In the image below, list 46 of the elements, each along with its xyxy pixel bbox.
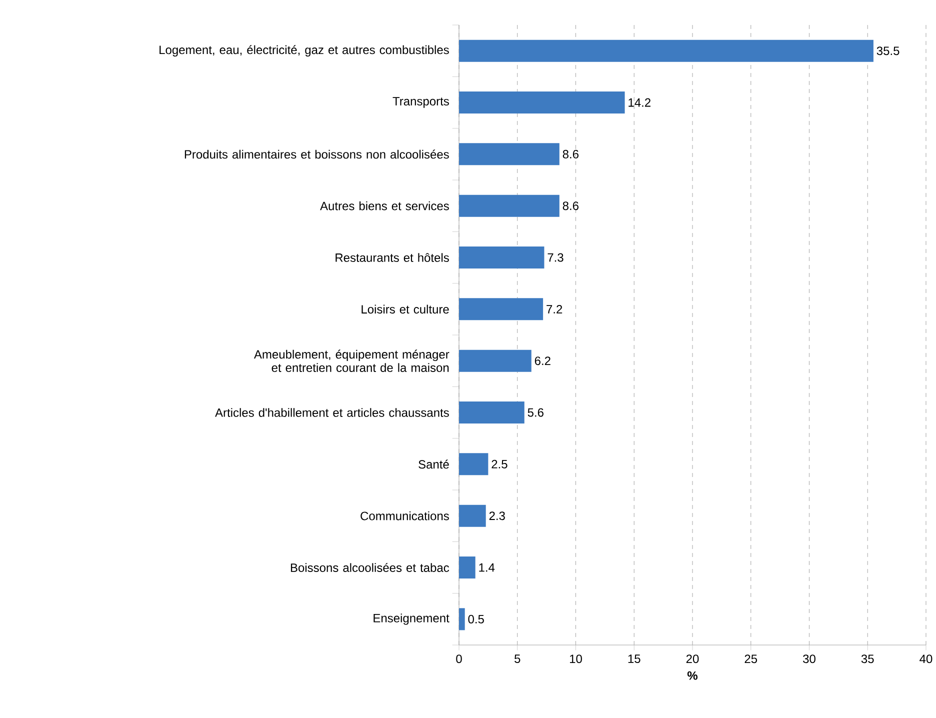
x-tick-label: 0 <box>456 654 462 664</box>
y-tick-label: Boissons alcoolisées et tabac <box>290 563 450 572</box>
x-tick-label: 5 <box>514 654 520 663</box>
bar <box>459 298 544 320</box>
y-tick-label: Loisirs et culture <box>362 304 449 314</box>
bar <box>459 350 532 372</box>
x-tick-label: 35 <box>861 654 874 664</box>
y-tick-label: Transports <box>392 97 449 108</box>
y-tick-label: Restaurants et hôtels <box>336 253 449 262</box>
data-label: 7.3 <box>548 253 564 262</box>
bar <box>459 401 524 424</box>
bar <box>459 246 544 268</box>
x-tick-label: 40 <box>920 654 932 664</box>
data-label: 7.2 <box>546 304 562 314</box>
bar <box>459 608 465 630</box>
data-label: 14.2 <box>628 98 650 107</box>
bar <box>459 453 488 476</box>
data-label: 0.5 <box>468 614 484 624</box>
x-tick-label: 30 <box>803 654 816 664</box>
bar <box>459 194 560 217</box>
data-label: 5.6 <box>528 408 544 417</box>
data-label: 2.3 <box>489 512 505 520</box>
data-label: 35.5 <box>876 46 900 56</box>
y-tick-label: Logement, eau, électricité, gaz et autres combustibles <box>160 45 449 56</box>
x-axis-title: % <box>687 671 698 680</box>
bar <box>459 40 874 62</box>
bar <box>459 143 560 166</box>
data-label: 8.6 <box>562 202 578 210</box>
bar <box>459 92 625 114</box>
y-tick-label: Produits alimentaires et boissons non alcoolisées <box>184 150 449 159</box>
y-tick-label: Santé <box>418 460 449 469</box>
x-tick-label: 20 <box>686 654 699 664</box>
data-label: 8.6 <box>562 150 578 158</box>
bar <box>459 504 486 527</box>
x-tick-label: 25 <box>744 654 758 664</box>
bar <box>459 556 476 578</box>
y-tick-label: Enseignement <box>374 614 450 625</box>
y-tick-label: Ameublement, équipement ménager et entretien courant de la maison <box>254 350 450 372</box>
x-tick-label: 15 <box>628 654 640 663</box>
data-label: 1.4 <box>479 563 495 572</box>
y-tick-label: Articles d'habillement et articles chaussants <box>215 408 449 417</box>
x-tick-label: 10 <box>570 654 582 664</box>
data-label: 6.2 <box>534 356 550 366</box>
data-label: 2.5 <box>492 460 508 468</box>
y-tick-label: Communications <box>360 511 449 520</box>
y-tick-label: Autres biens et services <box>320 201 449 210</box>
